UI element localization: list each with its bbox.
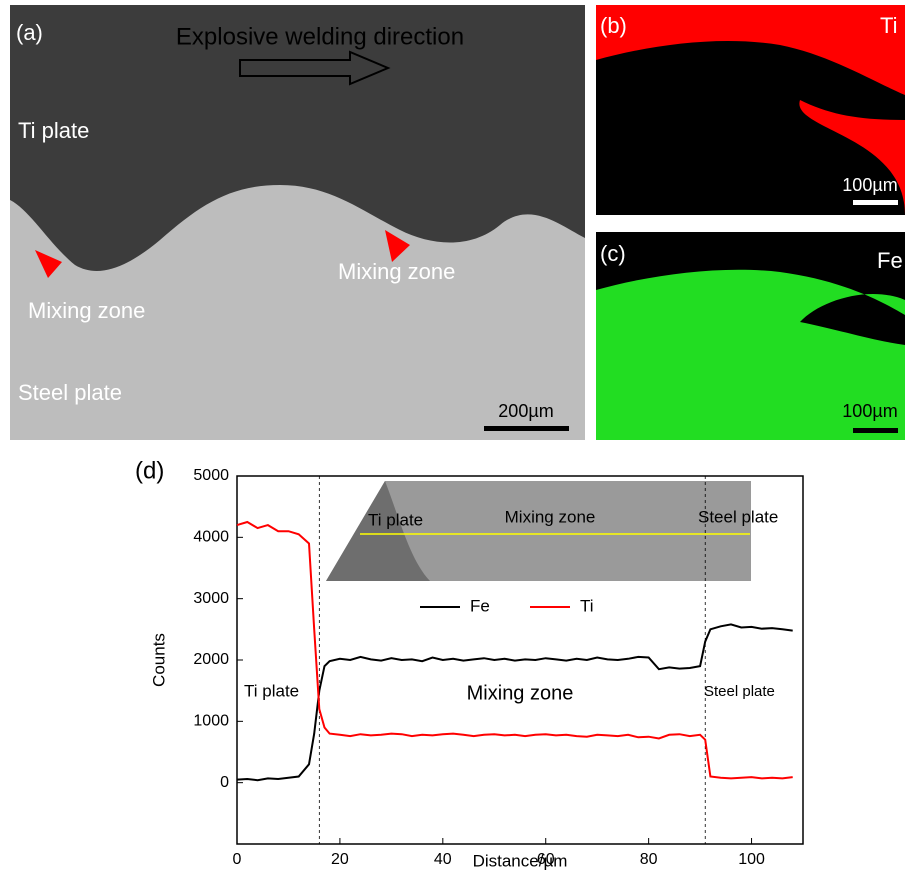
scale-bar	[853, 428, 898, 433]
annotation: Mixing zone	[28, 298, 145, 323]
element-label: Fe	[877, 248, 903, 273]
annotation: Ti plate	[244, 681, 299, 700]
x-tick-label: 0	[233, 851, 242, 868]
scale-bar	[853, 200, 898, 205]
x-tick-label: 100	[738, 851, 765, 868]
y-tick-label: 4000	[193, 529, 229, 546]
x-tick-label: 60	[537, 851, 555, 868]
y-tick-label: 2000	[193, 651, 229, 668]
scale-bar	[484, 426, 569, 431]
y-tick-label: 0	[220, 774, 229, 791]
annotation: Steel plate	[704, 683, 775, 700]
scale-label: 100µm	[842, 401, 897, 421]
inset-label: Mixing zone	[505, 507, 596, 526]
y-tick-label: 3000	[193, 590, 229, 607]
y-tick-label: 1000	[193, 713, 229, 730]
x-tick-label: 40	[434, 851, 452, 868]
legend-label: Fe	[470, 596, 490, 615]
x-tick-label: 80	[640, 851, 658, 868]
panel-label: (c)	[600, 241, 626, 266]
inset-label: Ti plate	[368, 510, 423, 529]
annotation: Mixing zone	[338, 259, 455, 284]
scale-label: 100µm	[842, 175, 897, 195]
x-tick-label: 20	[331, 851, 349, 868]
panel-label: (a)	[16, 20, 43, 45]
annotation: Explosive welding direction	[176, 23, 464, 50]
panel-label: (b)	[600, 13, 627, 38]
panel-label: (d)	[135, 457, 164, 484]
y-tick-label: 5000	[193, 467, 229, 484]
y-axis-title: Counts	[149, 633, 168, 687]
element-label: Ti	[880, 13, 898, 38]
scale-label: 200µm	[498, 401, 553, 421]
annotation: Steel plate	[18, 380, 122, 405]
annotation: Mixing zone	[467, 682, 574, 704]
figure: (a) Explosive welding direction Ti plate…	[0, 0, 905, 880]
annotation: Ti plate	[18, 118, 89, 143]
inset-label: Steel plate	[698, 507, 778, 526]
legend-label: Ti	[580, 596, 594, 615]
